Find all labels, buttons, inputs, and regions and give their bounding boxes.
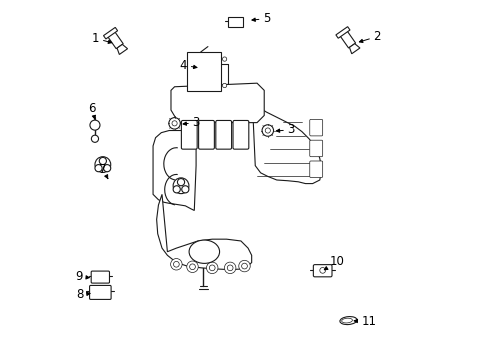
Circle shape [222,57,226,61]
FancyBboxPatch shape [309,161,322,177]
Polygon shape [153,131,196,211]
Text: 2: 2 [359,30,380,43]
Circle shape [238,260,250,272]
Circle shape [95,165,102,172]
Circle shape [186,261,198,273]
Text: 3: 3 [183,116,200,129]
Polygon shape [171,83,264,123]
Text: 9: 9 [75,270,89,283]
Circle shape [172,121,177,126]
Bar [187,52,221,91]
Text: 1: 1 [92,32,111,45]
Circle shape [90,120,100,130]
Text: 8: 8 [76,288,90,301]
FancyBboxPatch shape [215,121,231,149]
Circle shape [241,263,247,269]
Circle shape [168,118,180,129]
Circle shape [206,262,218,274]
FancyBboxPatch shape [228,17,242,27]
Circle shape [103,165,110,172]
Circle shape [170,258,182,270]
FancyBboxPatch shape [181,121,197,149]
FancyBboxPatch shape [233,121,248,149]
Text: 10: 10 [324,255,344,270]
Circle shape [182,186,188,193]
Polygon shape [103,27,118,39]
Circle shape [173,261,179,267]
Circle shape [189,264,195,270]
Circle shape [177,179,184,186]
Circle shape [319,267,325,273]
Polygon shape [339,30,355,48]
Polygon shape [117,44,127,54]
Ellipse shape [339,316,356,325]
Circle shape [262,125,273,136]
FancyBboxPatch shape [198,121,214,149]
Polygon shape [106,30,123,49]
Text: 7: 7 [99,163,108,179]
FancyBboxPatch shape [313,265,331,277]
Circle shape [222,84,226,87]
Polygon shape [156,194,251,270]
Circle shape [173,186,180,193]
FancyBboxPatch shape [309,140,322,157]
Circle shape [227,265,233,271]
Polygon shape [335,27,349,38]
Circle shape [91,135,99,142]
Text: 6: 6 [88,102,96,119]
Polygon shape [349,44,359,54]
Text: 3: 3 [276,123,294,136]
Text: 5: 5 [251,12,270,25]
Ellipse shape [189,240,219,264]
FancyBboxPatch shape [89,285,111,300]
Circle shape [264,128,270,133]
Circle shape [209,265,215,271]
Polygon shape [251,87,321,184]
FancyBboxPatch shape [309,120,322,136]
Circle shape [99,157,106,165]
Circle shape [224,262,235,274]
Text: 4: 4 [180,59,197,72]
Ellipse shape [341,318,352,323]
FancyBboxPatch shape [91,271,109,283]
Text: 11: 11 [353,315,376,328]
